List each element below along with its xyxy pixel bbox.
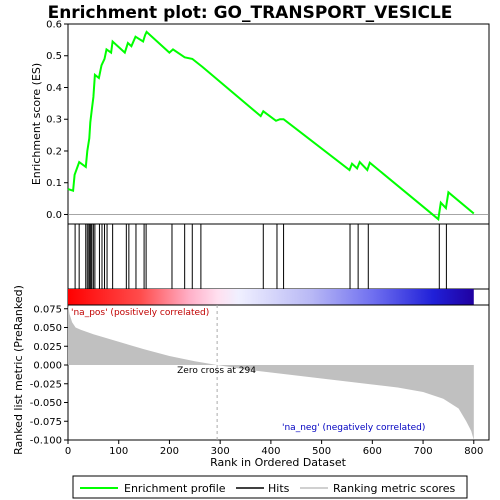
rank-y-tick-label: 0.075 [33, 304, 62, 315]
rank-x-axis-label: Rank in Ordered Dataset [210, 456, 347, 469]
rank-x-tick-label: 700 [414, 446, 433, 457]
rank-y-tick-label: -0.025 [30, 379, 62, 390]
rank-y-tick-label: -0.100 [30, 436, 62, 447]
rank-x-ticks: 0 100 200 300 400 500 600 700 800 [65, 440, 483, 457]
enrichment-profile-line [67, 30, 475, 222]
es-panel: 0.0 0.1 0.2 0.3 0.4 0.5 0.6 Enrichment score (… [30, 20, 490, 225]
chart-title: Enrichment plot: GO_TRANSPORT_VESICLE [48, 3, 453, 23]
es-y-axis-label: Enrichment score (ES) [30, 63, 43, 185]
rank-x-tick-label: 800 [464, 446, 483, 457]
ranked-heatmap-bar [67, 288, 490, 306]
legend: Enrichment profile Hits Ranking metric s… [72, 475, 468, 499]
rank-y-ticks: 0.075 0.050 0.025 0.000 -0.025 -0.050 -0.075 -0… [30, 304, 68, 447]
es-y-tick-label: 0.4 [46, 83, 62, 94]
rank-y-tick-label: 0.050 [33, 323, 62, 334]
rank-y-axis-label: Ranked list metric (PreRanked) [12, 285, 25, 455]
ranking-metric-area [68, 305, 474, 440]
rank-x-tick-label: 300 [211, 446, 230, 457]
legend-ranking-label: Ranking metric scores [333, 482, 455, 495]
es-y-ticks: 0.0 0.1 0.2 0.3 0.4 0.5 0.6 [46, 20, 68, 221]
zero-cross-label: Zero cross at 294 [177, 366, 256, 376]
rank-x-tick-label: 600 [363, 446, 382, 457]
rank-x-tick-label: 500 [312, 446, 331, 457]
legend-enrichment-label: Enrichment profile [124, 482, 226, 495]
legend-hits-label: Hits [268, 482, 290, 495]
es-y-tick-label: 0.0 [46, 210, 62, 221]
es-y-tick-label: 0.5 [46, 51, 62, 62]
rank-x-tick-label: 400 [261, 446, 280, 457]
es-y-tick-label: 0.6 [46, 20, 62, 31]
legend-frame [72, 475, 468, 499]
es-y-tick-label: 0.3 [46, 115, 62, 126]
heatmap-gradient [68, 289, 474, 305]
rank-x-tick-label: 200 [160, 446, 179, 457]
positive-correlation-label: 'na_pos' (positively correlated) [71, 308, 209, 318]
rank-x-tick-label: 100 [109, 446, 128, 457]
rank-x-tick-label: 0 [65, 446, 71, 457]
es-y-tick-label: 0.1 [46, 178, 62, 189]
negative-correlation-label: 'na_neg' (negatively correlated) [282, 423, 425, 433]
rank-metric-panel: Zero cross at 294 'na_pos' (positively c… [12, 285, 490, 469]
es-panel-frame [67, 23, 490, 225]
es-y-tick-label: 0.2 [46, 146, 62, 157]
rank-y-tick-label: -0.050 [30, 398, 62, 409]
hits-panel [67, 223, 490, 290]
rank-y-tick-label: 0.025 [33, 342, 62, 353]
hits-panel-frame [67, 223, 490, 290]
hit-markers [67, 224, 447, 289]
rank-y-tick-label: 0.000 [33, 361, 62, 372]
rank-y-tick-label: -0.075 [30, 417, 62, 428]
